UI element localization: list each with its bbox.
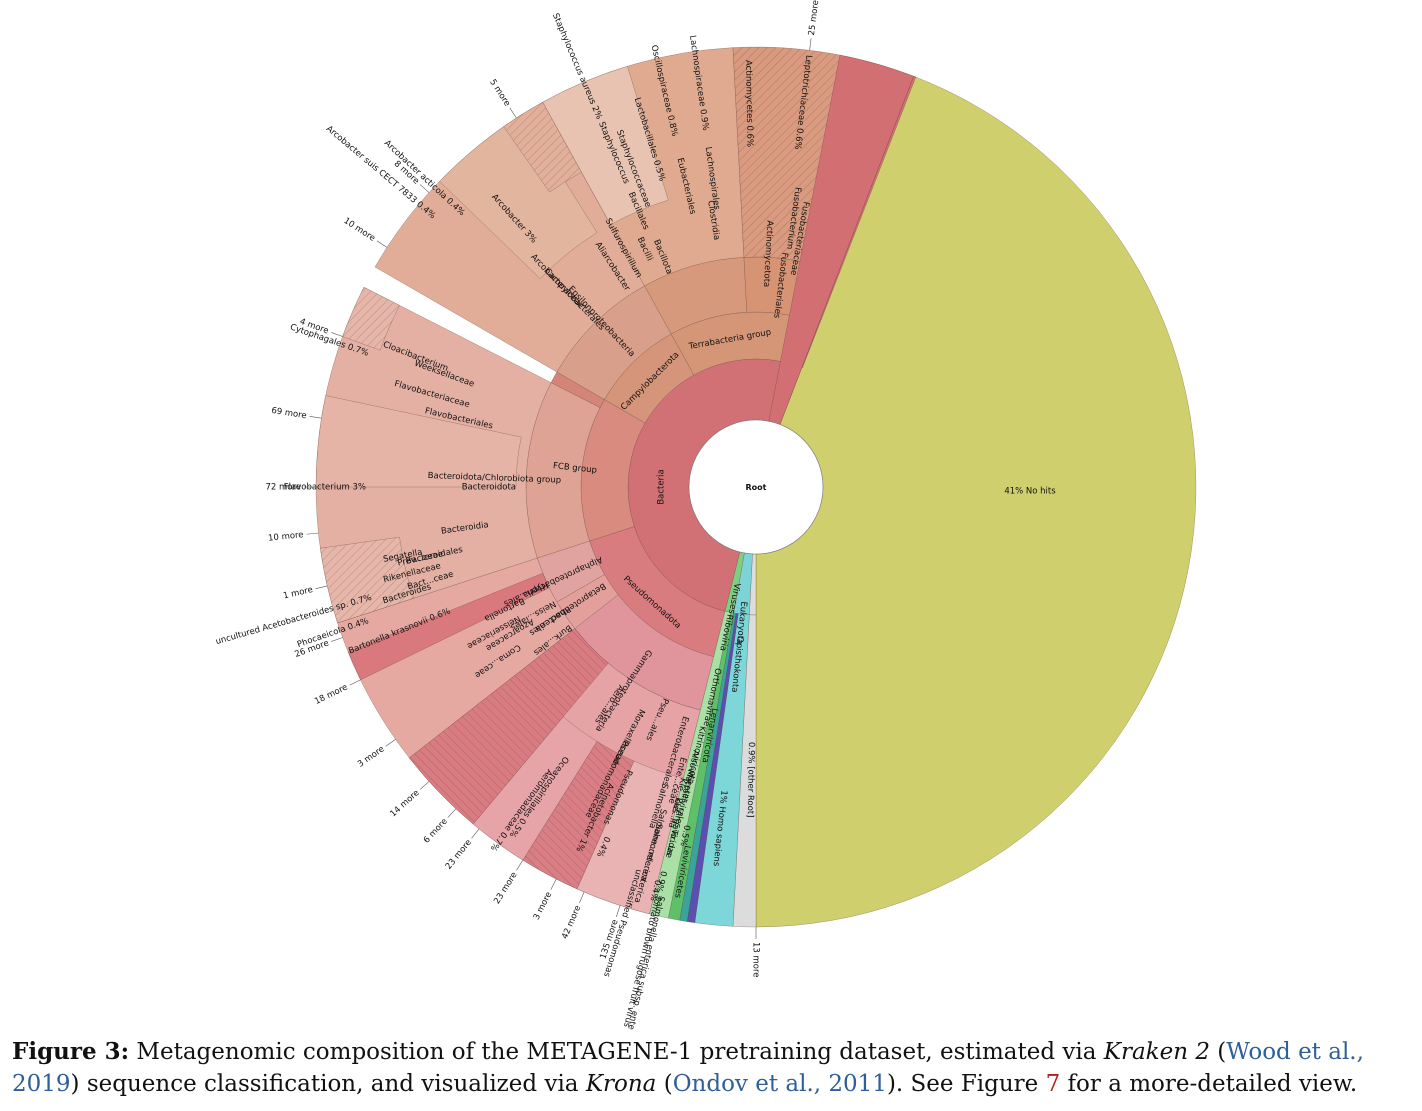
label-actinomycetota: Actinomycetota xyxy=(761,220,774,287)
caption-krona: Krona xyxy=(585,1071,657,1097)
caption-kraken: Kraken 2 xyxy=(1103,1039,1210,1065)
wedge-gammaproteobacteria[interactable] xyxy=(574,594,714,711)
more-5-tick xyxy=(509,107,517,119)
caption-text-1: Metagenomic composition of the METAGENE-… xyxy=(129,1039,1104,1065)
more-3b-tick xyxy=(550,878,557,890)
more-6-label: 6 more xyxy=(422,817,450,846)
caption-text-3: ) sequence classification, and visualize… xyxy=(70,1071,586,1097)
more-8-tick xyxy=(419,184,430,193)
more-10a-label: 10 more xyxy=(342,216,377,244)
more-1-label: 1 more xyxy=(282,585,314,602)
wedge-bacteria-edge[interactable] xyxy=(801,75,917,369)
more-18-tick xyxy=(349,679,361,686)
wedge-tomato-virus[interactable] xyxy=(649,610,731,919)
more-135-tick xyxy=(616,905,621,917)
more-42-tick xyxy=(579,891,585,904)
more-69-label: 69 more xyxy=(271,406,308,421)
label-actinomycetes: Actinomycetes 0.6% xyxy=(743,60,755,147)
caption-text-6: for a more-detailed view. xyxy=(1060,1071,1358,1097)
more-18-label: 18 more xyxy=(313,682,349,707)
wedge-epsilonproteobacteria[interactable] xyxy=(556,285,672,400)
more-13-label: 13 more xyxy=(751,942,761,978)
more-25-tick xyxy=(809,38,812,51)
root-center-circle[interactable] xyxy=(688,419,824,555)
more-42-label: 42 more xyxy=(560,904,583,941)
more-10b-tick xyxy=(306,532,319,535)
wedge-euk-other[interactable] xyxy=(686,613,739,924)
wedge-leviviricetes[interactable] xyxy=(667,612,735,921)
caption-text-5: ). See Figure xyxy=(886,1071,1046,1097)
wedge-homo-sapiens[interactable] xyxy=(694,613,750,927)
wedge-bartonella[interactable] xyxy=(347,572,550,681)
label-other-root: 0.9% [other Root] xyxy=(745,742,756,818)
wedge-actino-leaves-hatch xyxy=(732,47,848,263)
figure-caption: Figure 3: Metagenomic composition of the… xyxy=(12,1036,1414,1100)
sunburst-wedges xyxy=(315,46,1197,928)
more-14-tick xyxy=(419,781,430,790)
label-pct-05: 0.5% xyxy=(678,824,692,847)
figure-7-link[interactable]: 7 xyxy=(1045,1071,1061,1097)
wedge-fcb-other[interactable] xyxy=(550,371,605,408)
more-1-tick xyxy=(315,585,328,589)
citation-ondov[interactable]: Ondov et al., 2011 xyxy=(672,1071,887,1097)
more-26-tick xyxy=(331,637,343,642)
caption-text-4: ( xyxy=(656,1071,673,1097)
more-4-tick xyxy=(331,332,343,337)
more-10a-tick xyxy=(376,240,388,248)
root-label: Root xyxy=(746,483,767,492)
wedge-acinetobacter-band-hatch xyxy=(522,741,634,889)
wedge-campylobacterota[interactable] xyxy=(604,333,695,424)
more-10b-label: 10 more xyxy=(268,530,304,544)
wedge-bacteroides-small-hatch xyxy=(320,537,414,623)
label-eukaryota: Eukaryota xyxy=(734,601,748,645)
wedge-cytophagales-small-hatch xyxy=(342,287,400,351)
label-flavobacterium: Flavobacterium 3% xyxy=(284,483,366,493)
more-25-label: 25 more xyxy=(807,0,821,36)
label-bacteria: Bacteria xyxy=(657,469,667,504)
wedge-other-root-outer[interactable] xyxy=(732,614,757,928)
more-6-tick xyxy=(447,808,457,818)
more-3a-label: 3 more xyxy=(356,744,386,769)
label-bacteroidota: Bacteroidota xyxy=(462,483,516,493)
more-23a-label: 23 more xyxy=(444,838,474,872)
wedge-arco-small-hatch xyxy=(503,102,582,193)
more-23b-tick xyxy=(516,859,524,871)
wedge-betaproteobacteria[interactable] xyxy=(556,574,619,629)
wedge-gamma-other-hatch xyxy=(409,628,609,825)
figure-number: Figure 3: xyxy=(12,1038,130,1065)
wedge-flavobacterium[interactable] xyxy=(315,395,522,488)
label-no-hits: 41% No hits xyxy=(1004,487,1056,497)
more-69-tick xyxy=(309,415,322,419)
caption-text-2: ( xyxy=(1209,1039,1227,1065)
more-23b-label: 23 more xyxy=(492,870,519,905)
label-bact-chlorobiota: Bacteroidota/Chlorobiota group xyxy=(428,471,562,486)
wedge-enterobacterales-leaves[interactable] xyxy=(576,760,684,915)
more-14-label: 14 more xyxy=(388,788,421,819)
wedge-euk-other2[interactable] xyxy=(679,612,737,922)
label-pct-09: 0.9% xyxy=(653,870,668,893)
more-3b-label: 3 more xyxy=(532,890,555,921)
label-fcb: FCB group xyxy=(552,461,597,476)
more-5-label: 5 more xyxy=(487,78,512,109)
more-3a-tick xyxy=(385,739,396,747)
more-23a-tick xyxy=(471,828,480,839)
wedge-staph-aureus[interactable] xyxy=(542,65,669,225)
citation-wood[interactable]: Wood et al., 2019 xyxy=(12,1039,1364,1097)
more-72-label: 72 more xyxy=(265,483,301,493)
